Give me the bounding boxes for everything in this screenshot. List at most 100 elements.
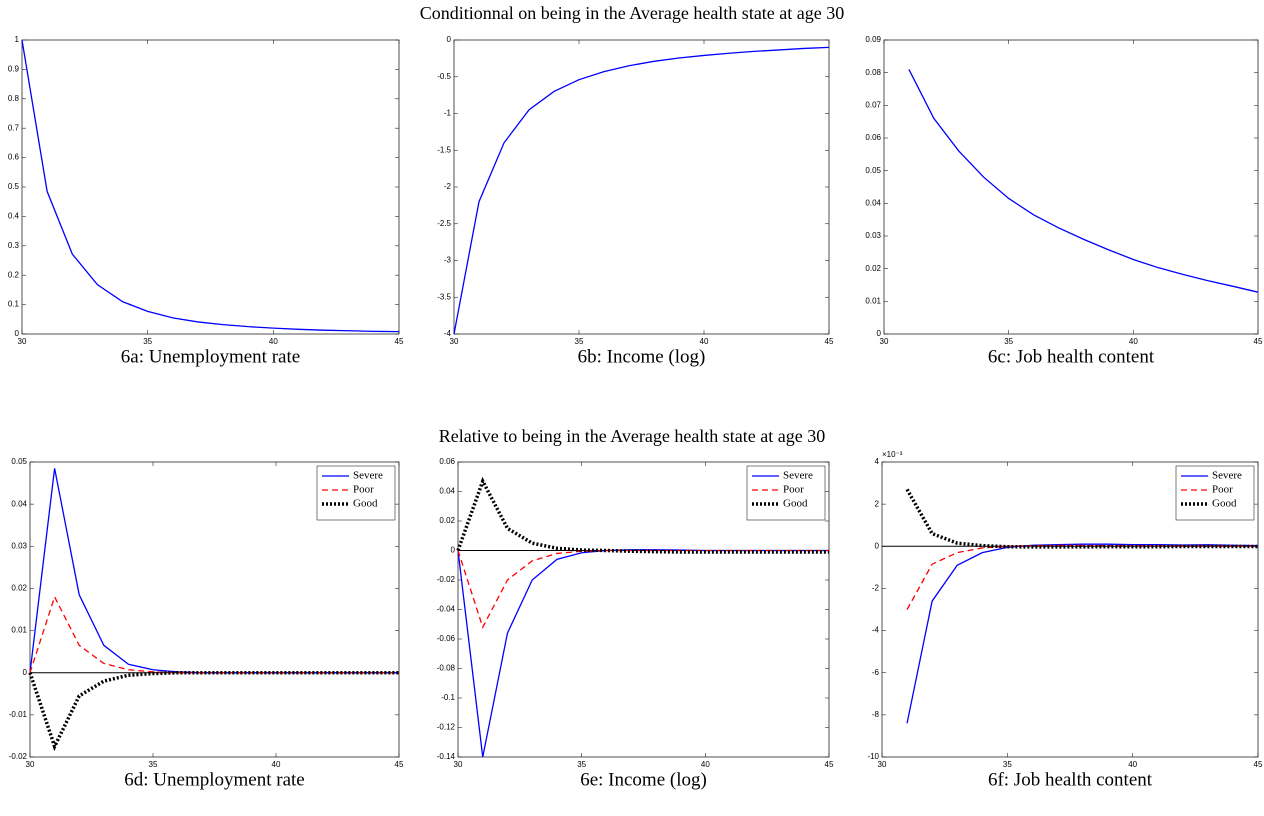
y-tick-label: -0.02: [9, 752, 28, 761]
x-tick-label: 35: [577, 760, 586, 769]
data-line: [456, 476, 829, 554]
x-tick-label: 30: [878, 760, 887, 769]
y-tick-label: -0.06: [437, 634, 456, 643]
y-tick-label: 0.03: [11, 541, 27, 550]
y-tick-label: -10: [867, 752, 879, 761]
legend-label: Poor: [783, 484, 804, 496]
legend-label: Good: [353, 498, 378, 510]
legend-label: Severe: [783, 470, 813, 482]
y-tick-label: -0.12: [437, 723, 456, 732]
y-tick-label: 0.6: [8, 153, 20, 162]
caption: 6c: Job health content: [988, 346, 1155, 367]
y-tick-label: 0.02: [11, 584, 27, 593]
x-tick-label: 45: [825, 337, 834, 346]
y-tick-label: -1.5: [437, 145, 451, 154]
x-tick-label: 40: [272, 760, 281, 769]
y-tick-label: -0.08: [437, 664, 456, 673]
y-tick-label: 0.04: [865, 198, 881, 207]
x-tick-label: 40: [269, 337, 278, 346]
x-tick-label: 30: [18, 337, 27, 346]
y-tick-label: 0.02: [439, 516, 455, 525]
y-tick-label: -4: [444, 329, 452, 338]
y-tick-label: -0.1: [441, 693, 455, 702]
x-tick-label: 40: [700, 337, 709, 346]
y-tick-label: -2: [872, 584, 880, 593]
y-tick-label: 0.01: [865, 296, 881, 305]
x-tick-label: 30: [454, 760, 463, 769]
y-tick-label: -6: [872, 668, 880, 677]
caption: 6a: Unemployment rate: [121, 346, 300, 367]
y-tick-label: -2.5: [437, 219, 451, 228]
y-tick-label: 0.5: [8, 182, 20, 191]
y-tick-label: 0.4: [8, 212, 20, 221]
legend-label: Good: [1212, 498, 1237, 510]
y-tick-label: 0.7: [8, 123, 20, 132]
x-tick-label: 45: [825, 760, 834, 769]
x-tick-label: 30: [26, 760, 35, 769]
y-tick-label: 0.8: [8, 94, 20, 103]
y-tick-label: 0: [877, 329, 882, 338]
data-line: [908, 69, 1259, 293]
y-tick-label: 0.04: [11, 499, 27, 508]
y-tick-label: 0: [447, 35, 452, 44]
y-tick-label: 1: [15, 35, 20, 44]
legend-label: Poor: [1212, 484, 1233, 496]
y-tick-label: 0.07: [865, 100, 881, 109]
x-tick-label: 45: [1254, 337, 1263, 346]
y-tick-label: 0.01: [11, 626, 27, 635]
data-line: [905, 488, 1258, 549]
y-tick-label: -3.5: [437, 292, 451, 301]
y-tick-label: -1: [444, 109, 452, 118]
y-tick-label: -0.5: [437, 72, 451, 81]
y-tick-label: 0.05: [865, 166, 881, 175]
y-tick-label: 4: [875, 457, 880, 466]
y-tick-label: 0.09: [865, 35, 881, 44]
y-tick-label: -0.01: [9, 710, 28, 719]
y-tick-label: 0.02: [865, 264, 881, 273]
heading: Relative to being in the Average health …: [439, 426, 826, 446]
legend-label: Poor: [353, 484, 374, 496]
plot-area: [21, 39, 400, 335]
x-tick-label: 35: [143, 337, 152, 346]
x-tick-label: 45: [395, 337, 404, 346]
y-multiplier: ×10⁻³: [882, 450, 903, 459]
y-tick-label: 0.2: [8, 270, 20, 279]
x-tick-label: 35: [1004, 337, 1013, 346]
plot-area: [883, 39, 1259, 335]
heading: Conditionnal on being in the Average hea…: [420, 3, 845, 23]
legend-box: [746, 465, 826, 521]
y-tick-label: 0: [15, 329, 20, 338]
y-tick-label: 0.06: [439, 457, 455, 466]
x-tick-label: 35: [1003, 760, 1012, 769]
caption: 6d: Unemployment rate: [124, 769, 304, 790]
x-tick-label: 35: [575, 337, 584, 346]
data-line: [21, 39, 400, 333]
plot-area: [453, 39, 830, 335]
legend-box: [1175, 465, 1255, 521]
y-tick-label: 0.1: [8, 300, 20, 309]
caption: 6b: Income (log): [578, 346, 706, 367]
y-tick-label: -0.14: [437, 752, 456, 761]
x-tick-label: 35: [149, 760, 158, 769]
y-tick-label: 0: [23, 668, 28, 677]
y-tick-label: 0: [451, 546, 456, 555]
x-tick-label: 40: [701, 760, 710, 769]
y-tick-label: -3: [444, 256, 452, 265]
data-line: [453, 46, 830, 335]
caption: 6f: Job health content: [988, 769, 1153, 790]
legend-label: Good: [783, 498, 808, 510]
y-tick-label: 0.04: [439, 487, 455, 496]
y-tick-label: 0.3: [8, 241, 20, 250]
caption: 6e: Income (log): [580, 769, 707, 790]
legend-label: Severe: [353, 470, 383, 482]
y-tick-label: 0.05: [11, 457, 27, 466]
x-tick-label: 40: [1129, 337, 1138, 346]
data-line: [28, 670, 399, 752]
y-tick-label: -8: [872, 710, 880, 719]
y-tick-label: -0.04: [437, 605, 456, 614]
y-tick-label: -4: [872, 626, 880, 635]
y-tick-label: 0: [875, 541, 880, 550]
x-tick-label: 40: [1128, 760, 1137, 769]
